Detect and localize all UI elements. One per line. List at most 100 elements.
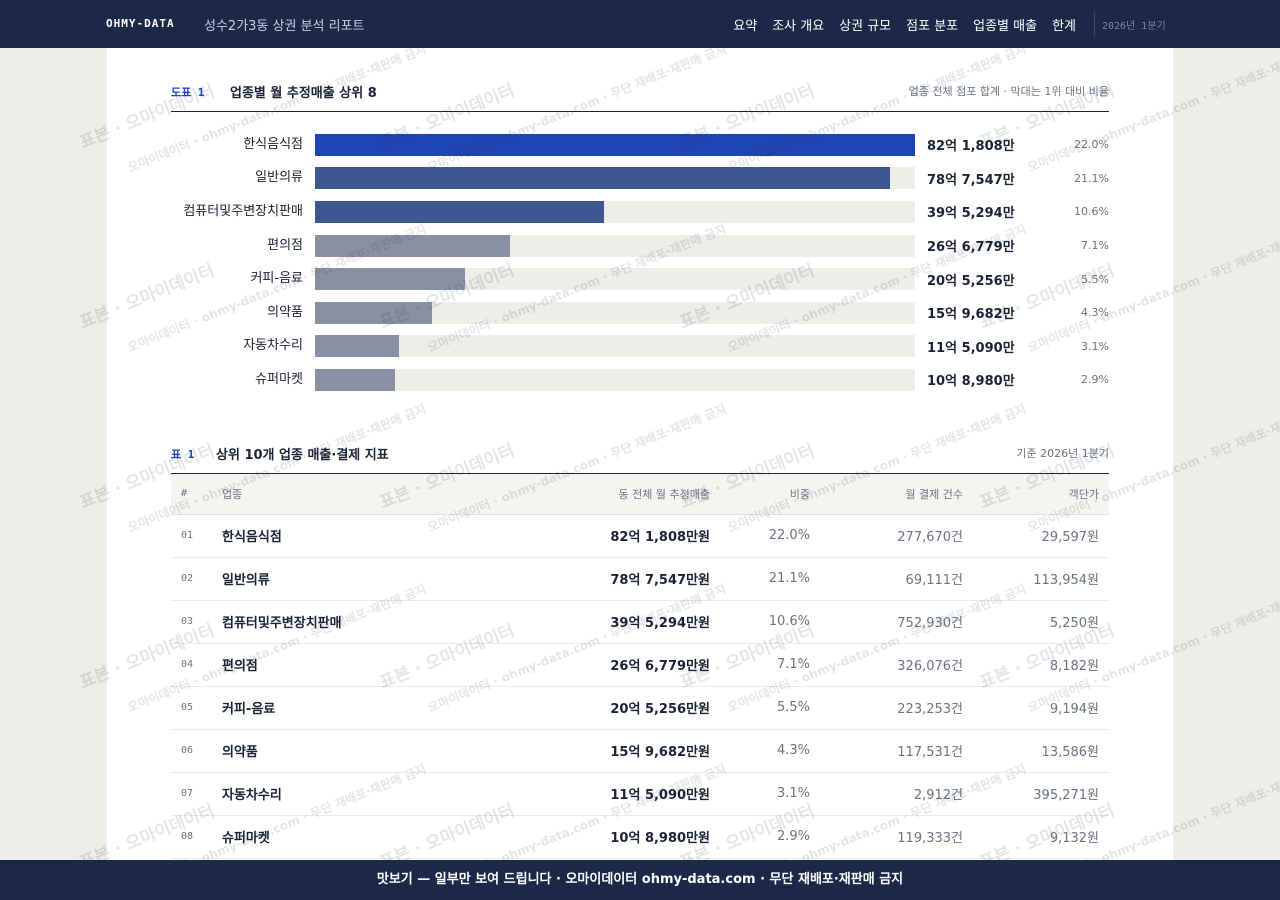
column-header: # bbox=[171, 474, 221, 515]
bar-label: 한식음식점 bbox=[243, 136, 303, 152]
bar-track bbox=[315, 368, 915, 391]
bar-label: 컴퓨터및주변장치판매 bbox=[183, 203, 303, 219]
table-cell: 20억 5,256만원 bbox=[511, 686, 711, 730]
table-cell: 5.5% bbox=[711, 686, 811, 730]
column-header: 업종 bbox=[221, 474, 511, 515]
table-row: 06 의약품 15억 9,682만원 4.3% 117,531건 13,586원 bbox=[171, 729, 1109, 773]
header: OHMY-DATA 성수2가3동 상권 분석 리포트 요약 조사 개요 상권 규모 점… bbox=[0, 0, 1280, 48]
bar bbox=[315, 268, 465, 291]
table-row: 01 한식음식점 82억 1,808만원 22.0% 277,670건 29,597원 bbox=[171, 514, 1109, 558]
column-header: 월 결제 건수 bbox=[811, 474, 964, 515]
table-cell: 10억 8,980만원 bbox=[511, 815, 711, 859]
bar bbox=[315, 335, 400, 358]
bar-track bbox=[315, 301, 915, 324]
column-header: 동 전체 월 추정매출 bbox=[511, 474, 711, 515]
bar-label: 커피-음료 bbox=[250, 271, 303, 287]
table-cell: 223,253건 bbox=[811, 686, 964, 730]
bar-share: 7.1% bbox=[1081, 239, 1109, 253]
nav-item[interactable]: 조사 개요 bbox=[772, 19, 825, 34]
bar-value-label: 10억 8,980만 bbox=[927, 374, 1015, 390]
nav-item[interactable]: 점포 분포 bbox=[906, 19, 959, 34]
table-cell: 8,182원 bbox=[964, 643, 1109, 687]
bar-value-label: 20억 5,256만 bbox=[927, 273, 1015, 289]
bar-label: 편의점 bbox=[267, 237, 303, 253]
table-cell: 커피-음료 bbox=[221, 686, 511, 730]
bar-label: 일반의류 bbox=[255, 170, 303, 186]
table-cell: 13,586원 bbox=[964, 729, 1109, 773]
bar-track bbox=[315, 133, 915, 156]
brand[interactable]: OHMY-DATA bbox=[106, 17, 175, 30]
bar-share: 2.9% bbox=[1081, 373, 1109, 387]
table-cell: 일반의류 bbox=[221, 557, 511, 601]
table-cell: 03 bbox=[171, 600, 221, 644]
bar bbox=[315, 167, 890, 190]
bar bbox=[315, 200, 604, 223]
bar-row: 한식음식점 82억 1,808만 22.0% bbox=[171, 128, 1109, 162]
table-cell: 9,132원 bbox=[964, 815, 1109, 859]
table-cell: 326,076건 bbox=[811, 643, 964, 687]
table-row: 07 자동차수리 11억 5,090만원 3.1% 2,912건 395,271원 bbox=[171, 772, 1109, 816]
table-note: 기준 2026년 1분기 bbox=[1016, 447, 1109, 460]
bar-track bbox=[315, 167, 915, 190]
bar-row: 의약품 15억 9,682만 4.3% bbox=[171, 296, 1109, 330]
nav-item[interactable]: 요약 bbox=[733, 19, 758, 34]
table-head-row: # 업종 동 전체 월 추정매출 비중 월 결제 건수 객단가 bbox=[171, 474, 1109, 515]
table-row: 03 컴퓨터및주변장치판매 39억 5,294만원 10.6% 752,930건 5,25… bbox=[171, 600, 1109, 644]
report-subtitle: 성수2가3동 상권 분석 리포트 bbox=[204, 19, 365, 34]
bar-label: 자동차수리 bbox=[243, 338, 303, 354]
nav-item[interactable]: 한계 bbox=[1052, 19, 1076, 34]
table-cell: 22.0% bbox=[711, 514, 811, 558]
table-cell: 슈퍼마켓 bbox=[221, 815, 511, 859]
table-cell: 39억 5,294만원 bbox=[511, 600, 711, 644]
table-cell: 119,333건 bbox=[811, 815, 964, 859]
table-cell: 2,912건 bbox=[811, 772, 964, 816]
table-cell: 752,930건 bbox=[811, 600, 964, 644]
table-cell: 78억 7,547만원 bbox=[511, 557, 711, 601]
bar-share: 10.6% bbox=[1074, 205, 1109, 219]
nav: 요약 조사 개요 상권 규모 점포 분포 업종별 매출 한계 bbox=[733, 15, 1076, 34]
table-cell: 08 bbox=[171, 815, 221, 859]
bar bbox=[315, 133, 915, 156]
period: 2026년 1분기 bbox=[1094, 12, 1166, 36]
table-cell: 05 bbox=[171, 686, 221, 730]
table-cell: 117,531건 bbox=[811, 729, 964, 773]
bar-share: 4.3% bbox=[1081, 306, 1109, 320]
bar-share: 5.5% bbox=[1081, 272, 1109, 286]
column-header: 객단가 bbox=[964, 474, 1109, 515]
bar-track bbox=[315, 200, 915, 223]
table-cell: 277,670건 bbox=[811, 514, 964, 558]
figure-title: 업종별 월 추정매출 상위 8 bbox=[230, 86, 377, 101]
nav-item[interactable]: 상권 규모 bbox=[839, 19, 892, 34]
bar bbox=[315, 368, 395, 391]
bar-row: 편의점 26억 6,779만 7.1% bbox=[171, 229, 1109, 263]
column-header: 비중 bbox=[711, 474, 811, 515]
table-cell: 82억 1,808만원 bbox=[511, 514, 711, 558]
table-cell: 한식음식점 bbox=[221, 514, 511, 558]
table-cell: 15억 9,682만원 bbox=[511, 729, 711, 773]
bar-value-label: 26억 6,779만 bbox=[927, 240, 1015, 256]
table-cell: 07 bbox=[171, 772, 221, 816]
table: # 업종 동 전체 월 추정매출 비중 월 결제 건수 객단가 01 한식음식점 82억 1,8… bbox=[171, 474, 1109, 859]
table-label: 표 1 bbox=[171, 448, 195, 461]
table-cell: 21.1% bbox=[711, 557, 811, 601]
table-cell: 9,194원 bbox=[964, 686, 1109, 730]
table-cell: 01 bbox=[171, 514, 221, 558]
table-cell: 26억 6,779만원 bbox=[511, 643, 711, 687]
bar-value-label: 15억 9,682만 bbox=[927, 307, 1015, 323]
table-cell: 11억 5,090만원 bbox=[511, 772, 711, 816]
nav-item[interactable]: 업종별 매출 bbox=[973, 19, 1038, 34]
bar-value-label: 82억 1,808만 bbox=[927, 139, 1015, 155]
table-cell: 7.1% bbox=[711, 643, 811, 687]
table-row: 05 커피-음료 20억 5,256만원 5.5% 223,253건 9,194원 bbox=[171, 686, 1109, 730]
bar-row: 커피-음료 20억 5,256만 5.5% bbox=[171, 262, 1109, 296]
bar-track bbox=[315, 268, 915, 291]
bar-label: 슈퍼마켓 bbox=[255, 371, 303, 387]
table-row: 04 편의점 26억 6,779만원 7.1% 326,076건 8,182원 bbox=[171, 643, 1109, 687]
table-cell: 컴퓨터및주변장치판매 bbox=[221, 600, 511, 644]
bar-value-label: 78억 7,547만 bbox=[927, 172, 1015, 188]
table-cell: 69,111건 bbox=[811, 557, 964, 601]
figure-label: 도표 1 bbox=[171, 86, 205, 99]
table-cell: 3.1% bbox=[711, 772, 811, 816]
bar-share: 21.1% bbox=[1074, 171, 1109, 185]
table-cell: 395,271원 bbox=[964, 772, 1109, 816]
